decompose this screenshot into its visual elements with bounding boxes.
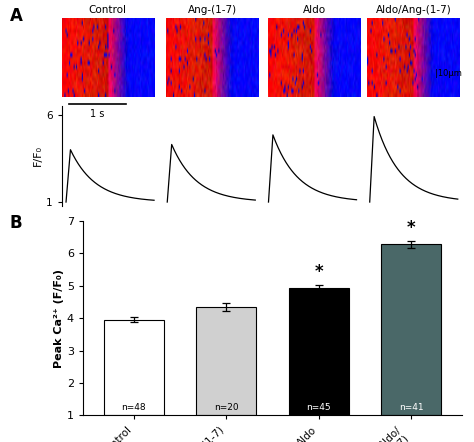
- Text: n=48: n=48: [121, 403, 146, 412]
- Y-axis label: Peak Ca²⁺ (F/F₀): Peak Ca²⁺ (F/F₀): [54, 269, 64, 368]
- Bar: [196, 307, 256, 415]
- Text: A: A: [9, 7, 22, 25]
- Text: Aldo/Ang-(1-7): Aldo/Ang-(1-7): [376, 5, 451, 15]
- Bar: [289, 289, 349, 415]
- Text: B: B: [9, 214, 22, 232]
- Text: *: *: [407, 219, 416, 237]
- Text: |10μm: |10μm: [435, 69, 462, 78]
- Text: n=20: n=20: [214, 403, 238, 412]
- Text: *: *: [314, 263, 323, 281]
- Text: n=45: n=45: [307, 403, 331, 412]
- Bar: [104, 320, 164, 415]
- Text: Ang-(1-7): Ang-(1-7): [188, 5, 237, 15]
- Text: Aldo: Aldo: [302, 5, 326, 15]
- Text: Control: Control: [89, 5, 127, 15]
- Y-axis label: F/F₀: F/F₀: [33, 145, 43, 166]
- Bar: [381, 244, 441, 415]
- Text: 1 s: 1 s: [90, 109, 104, 119]
- Text: n=41: n=41: [399, 403, 424, 412]
